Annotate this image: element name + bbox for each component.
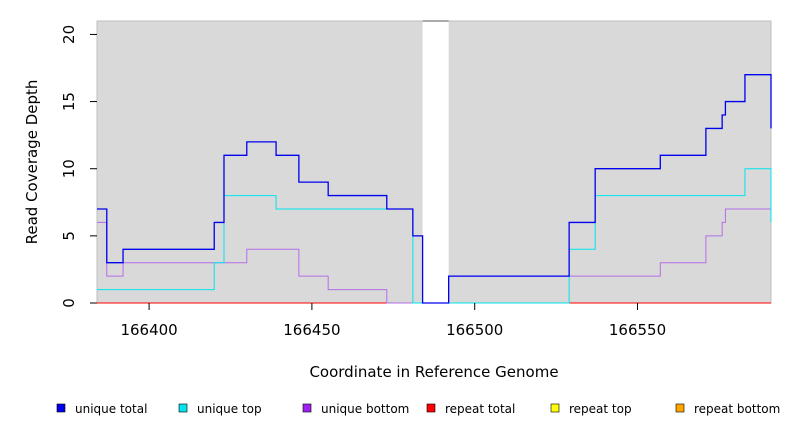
legend: unique total unique top unique bottom repea… xyxy=(56,402,780,416)
legend-swatch-repeat-top xyxy=(550,403,560,413)
gap-regions xyxy=(422,20,449,303)
x-axis-label: Coordinate in Reference Genome xyxy=(309,363,558,381)
legend-label-unique-top: unique top xyxy=(197,402,262,416)
legend-label-repeat-bottom: repeat bottom xyxy=(694,402,780,416)
series-line-unique-bottom xyxy=(97,208,772,304)
legend-label-unique-total: unique total xyxy=(75,402,147,416)
legend-swatch-unique-total xyxy=(56,403,66,413)
legend-label-repeat-top: repeat top xyxy=(569,402,632,416)
series-lines xyxy=(97,74,772,304)
x-tick-label: 166550 xyxy=(609,321,666,339)
x-tick-label: 166450 xyxy=(283,321,340,339)
gap-region xyxy=(422,20,449,303)
legend-swatch-repeat-total xyxy=(426,403,436,413)
legend-label-repeat-total: repeat total xyxy=(445,402,515,416)
x-axis: 166400 166450 166500 166550 xyxy=(120,303,666,339)
y-tick-label: 5 xyxy=(60,231,78,241)
y-tick-label: 15 xyxy=(60,92,78,111)
legend-swatch-unique-top xyxy=(178,403,188,413)
legend-swatch-repeat-bottom xyxy=(675,403,685,413)
legend-label-unique-bottom: unique bottom xyxy=(321,402,409,416)
x-tick-label: 166500 xyxy=(446,321,503,339)
y-tick-label: 0 xyxy=(60,298,78,308)
y-axis-label: Read Coverage Depth xyxy=(23,80,41,245)
series-line-unique-total xyxy=(97,74,772,304)
y-axis: 0 5 10 15 20 xyxy=(60,25,97,308)
y-tick-label: 10 xyxy=(60,159,78,178)
x-tick-label: 166400 xyxy=(120,321,177,339)
legend-swatch-unique-bottom xyxy=(302,403,312,413)
series-line-unique-top xyxy=(97,168,772,304)
y-tick-label: 20 xyxy=(60,25,78,44)
